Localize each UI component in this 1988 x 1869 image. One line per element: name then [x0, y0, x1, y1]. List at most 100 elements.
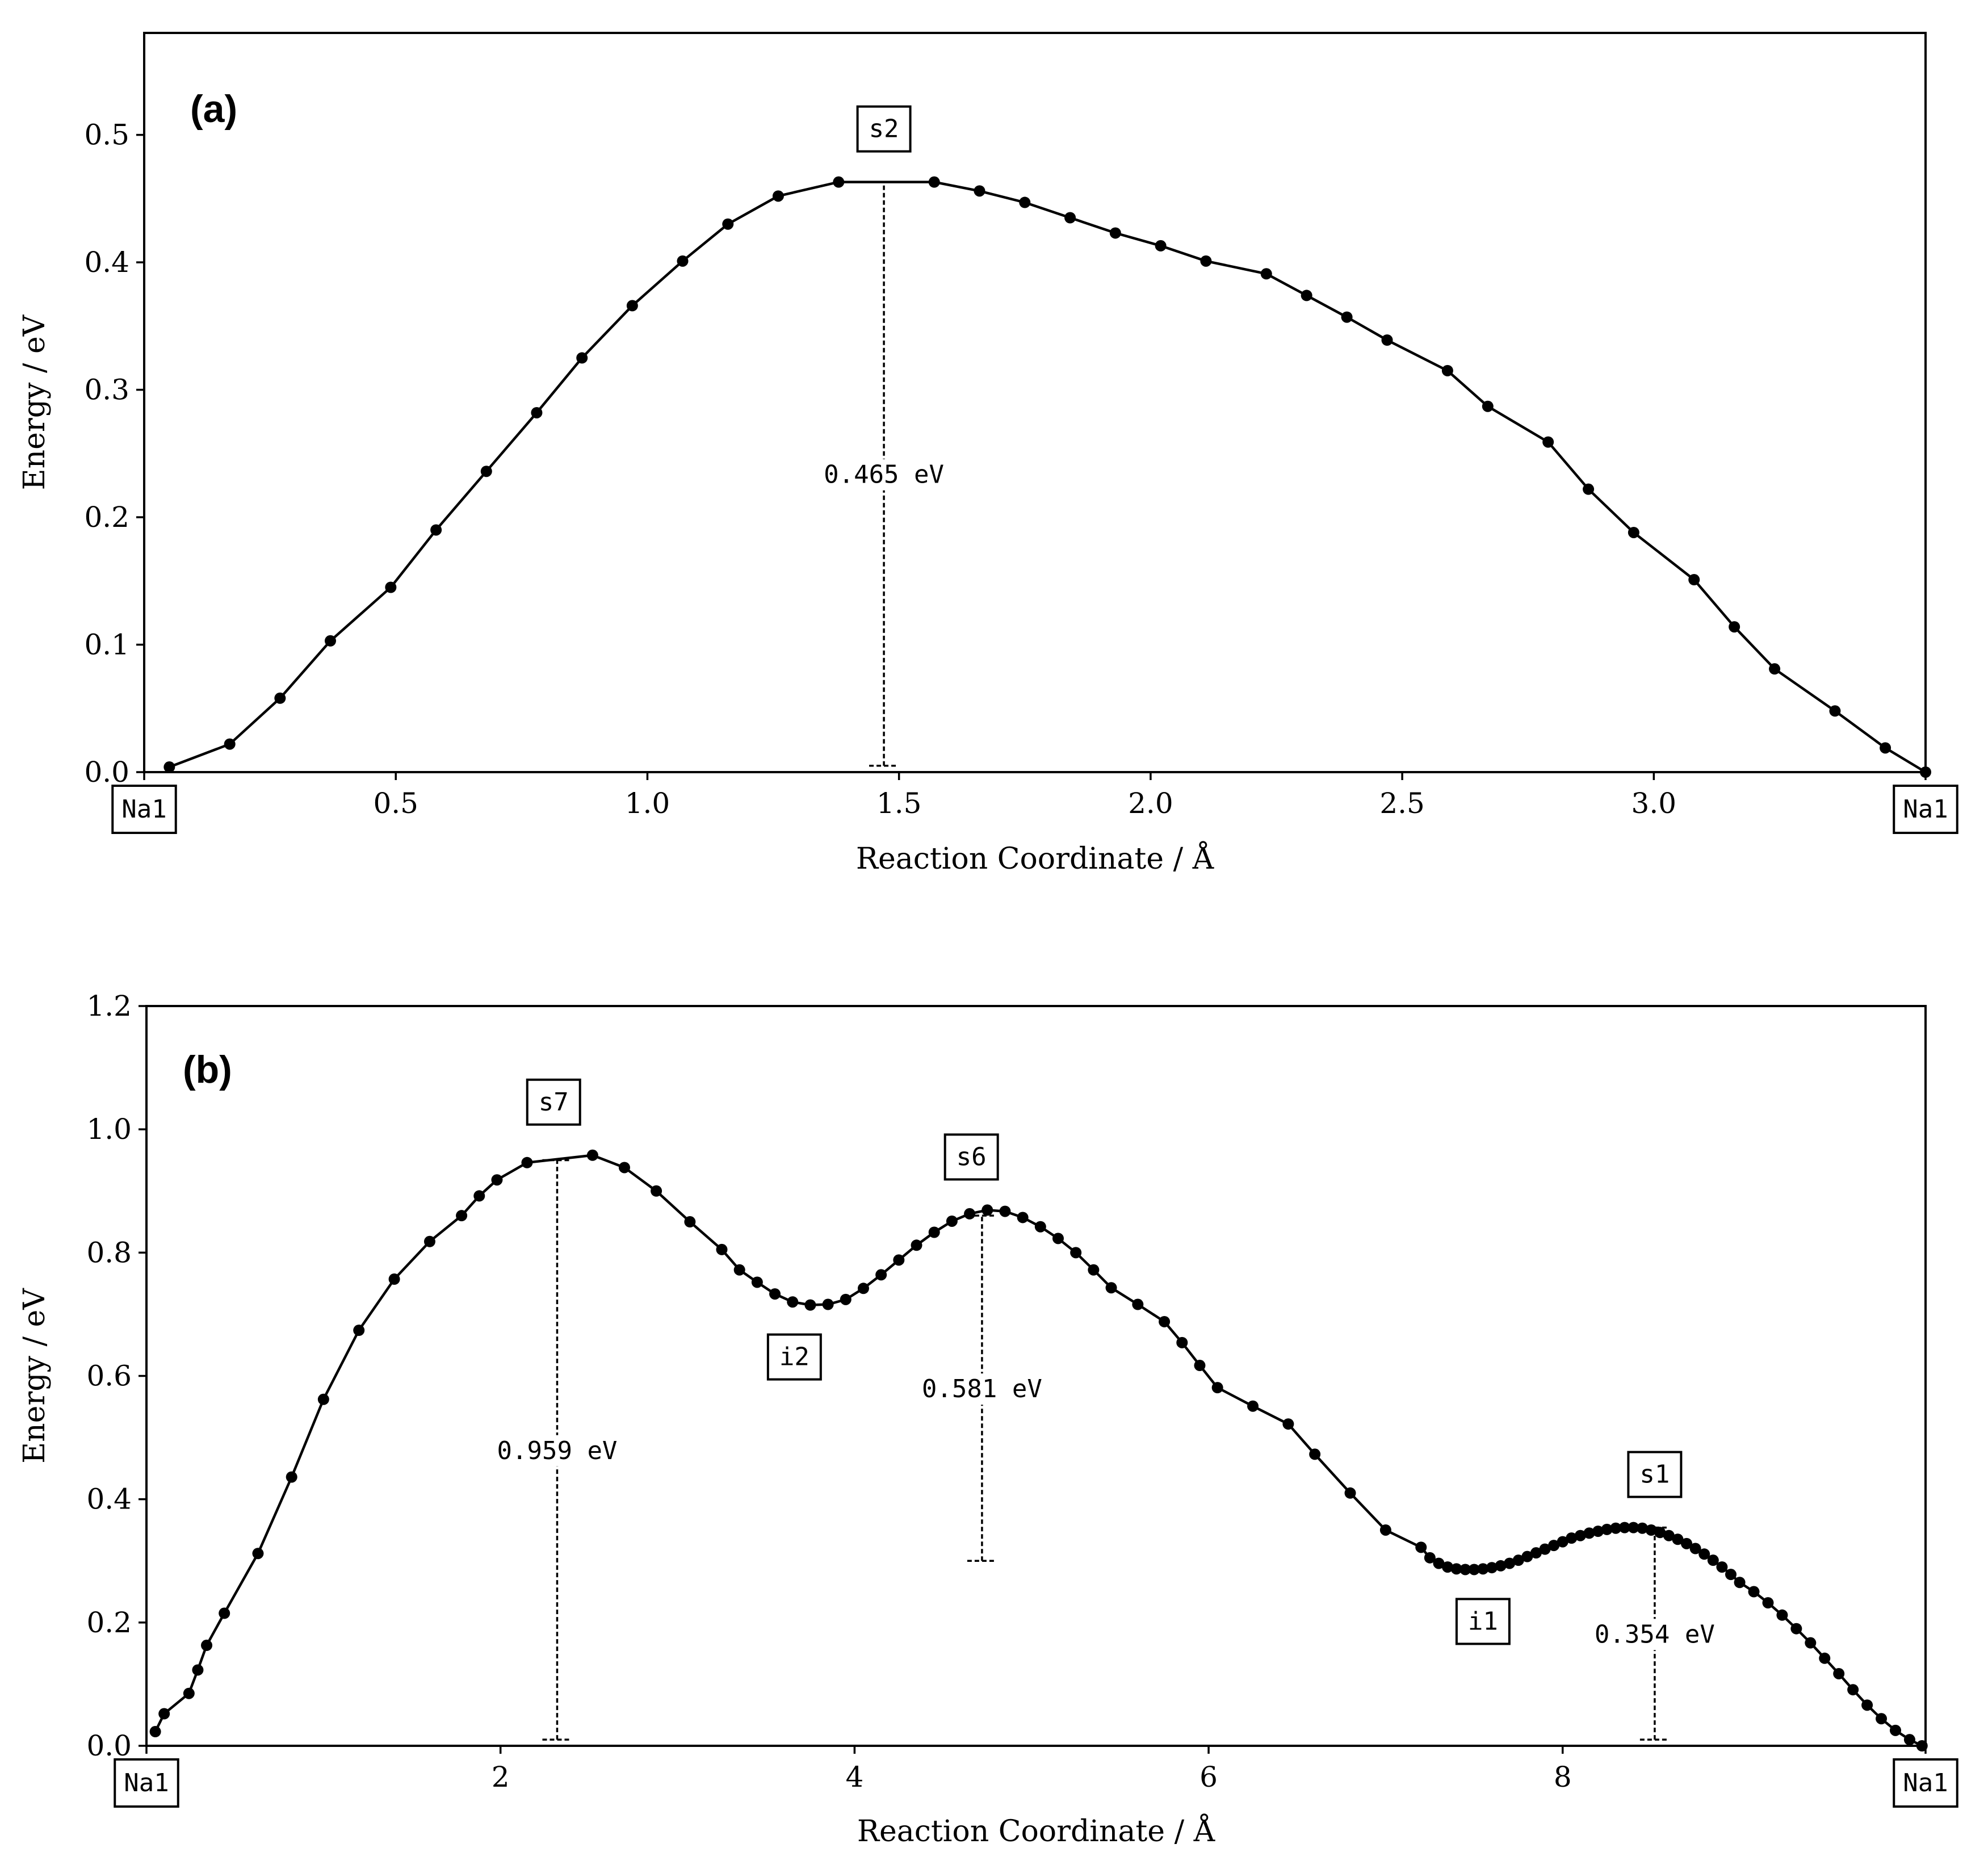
x-tick-label: 0.5: [373, 787, 418, 820]
y-tick-label: 0.2: [86, 1606, 132, 1639]
data-point: [1833, 1667, 1845, 1679]
point-label-box: [856, 105, 912, 153]
data-point: [183, 1687, 195, 1699]
data-point: [388, 1273, 400, 1285]
y-tick-label: 0.0: [84, 756, 129, 789]
data-point: [928, 1226, 940, 1238]
y-axis-title: Energy / eV: [18, 1288, 52, 1464]
data-point: [1716, 1561, 1728, 1573]
data-point: [1017, 1212, 1029, 1223]
data-point: [716, 1243, 728, 1255]
data-point: [1663, 1529, 1675, 1541]
data-point: [1155, 240, 1167, 252]
data-point: [651, 1185, 662, 1197]
data-point: [822, 1298, 834, 1310]
data-point: [722, 218, 734, 230]
data-point: [1441, 364, 1453, 376]
data-point: [1748, 1586, 1760, 1598]
data-point: [1654, 1527, 1666, 1539]
data-point: [1729, 621, 1740, 633]
data-point: [252, 1548, 264, 1560]
y-tick-label: 0.4: [84, 246, 129, 279]
data-point: [149, 1726, 161, 1738]
data-point: [1132, 1298, 1144, 1310]
data-point: [999, 1205, 1011, 1217]
data-point: [804, 1299, 816, 1311]
barrier-label-background: [494, 1435, 620, 1466]
barrier-label: 0.354 eV: [1595, 1620, 1715, 1649]
x-tick-label: 4: [845, 1761, 863, 1793]
data-point: [192, 1664, 204, 1676]
endpoint-label-box: [114, 1758, 179, 1808]
panel-b: (b)0.00.20.40.60.81.01.22468010Reaction …: [18, 990, 1958, 1849]
data-point: [964, 1208, 976, 1220]
y-tick-label: 1.2: [86, 990, 132, 1022]
data-point: [1776, 1609, 1788, 1621]
data-point: [840, 1293, 852, 1305]
data-point: [1247, 1400, 1259, 1412]
data-point: [1105, 1282, 1117, 1294]
data-point: [1486, 1562, 1498, 1574]
data-point: [473, 1190, 485, 1202]
data-point: [1689, 1543, 1701, 1554]
data-point: [1829, 705, 1841, 717]
endpoint-label: Na1: [1903, 1769, 1948, 1797]
data-point: [430, 524, 442, 536]
panel-label: (a): [190, 87, 237, 131]
point-label: i1: [1468, 1607, 1498, 1636]
data-point: [751, 1276, 763, 1288]
data-point: [353, 1325, 365, 1336]
x-tick-label: 8: [1554, 1761, 1572, 1793]
y-tick-label: 0.1: [84, 628, 129, 661]
data-point: [1698, 1548, 1710, 1560]
data-point: [1442, 1561, 1454, 1573]
barrier-label-background: [1592, 1619, 1717, 1650]
data-point: [1159, 1315, 1171, 1327]
data-point: [1628, 526, 1639, 538]
endpoint-label: Na1: [124, 1769, 169, 1797]
data-point: [1064, 212, 1076, 224]
data-point: [586, 1149, 598, 1161]
data-point: [626, 300, 638, 312]
data-point: [1601, 1523, 1613, 1535]
data-point: [982, 1204, 993, 1216]
data-point: [576, 352, 588, 364]
data-point: [1495, 1560, 1507, 1572]
y-tick-label: 0.8: [86, 1236, 132, 1269]
data-point: [1805, 1637, 1817, 1649]
y-tick-label: 0.0: [86, 1729, 132, 1762]
endpoint-label: Na1: [1903, 795, 1948, 824]
x-tick-label: 3.0: [1631, 787, 1677, 820]
data-point: [1512, 1554, 1524, 1566]
data-point: [1566, 1532, 1578, 1544]
x-tick-label: 2.5: [1379, 787, 1425, 820]
data-point: [677, 255, 689, 267]
data-point: [317, 1393, 329, 1405]
data-point: [1769, 663, 1781, 675]
data-point: [491, 1174, 503, 1186]
data-point: [1574, 1529, 1586, 1541]
x-tick-label: 2: [492, 1761, 510, 1793]
data-point: [1282, 1418, 1294, 1430]
data-point: [1415, 1541, 1427, 1553]
barrier-label: 0.581 eV: [922, 1374, 1042, 1403]
data-point: [1504, 1557, 1516, 1569]
point-label: i2: [779, 1343, 810, 1372]
data-point: [1200, 255, 1212, 267]
data-point: [1301, 290, 1312, 301]
data-point: [787, 1296, 799, 1308]
data-point: [1681, 1537, 1693, 1549]
data-point: [875, 1269, 887, 1281]
point-label: s1: [1639, 1460, 1670, 1489]
y-tick-label: 0.2: [84, 501, 129, 534]
data-point: [1903, 1734, 1915, 1746]
data-point: [1477, 1563, 1489, 1575]
data-point: [1920, 766, 1931, 778]
point-label-box: [1627, 1451, 1683, 1498]
data-point: [1610, 1522, 1622, 1534]
y-tick-label: 0.6: [86, 1360, 132, 1393]
data-point: [893, 1254, 905, 1266]
data-point: [1762, 1597, 1774, 1609]
barrier-label: 0.465 eV: [824, 460, 944, 489]
data-point: [1790, 1623, 1802, 1635]
